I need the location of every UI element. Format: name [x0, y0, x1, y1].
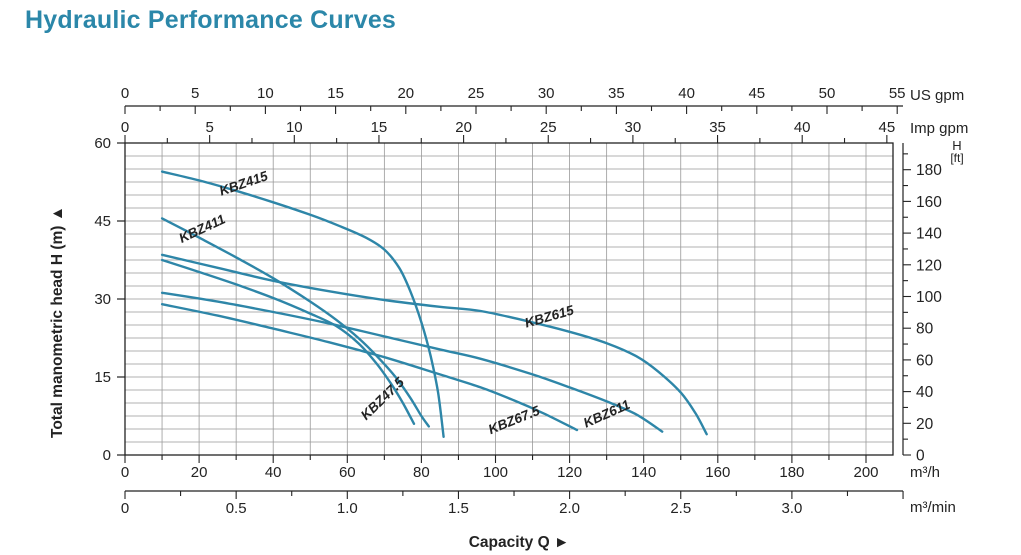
- svg-text:0: 0: [121, 464, 129, 481]
- svg-text:55: 55: [889, 85, 906, 102]
- page-title: Hydraulic Performance Curves: [25, 6, 397, 34]
- curve-KBZ415: [160, 170, 445, 438]
- svg-text:100: 100: [483, 464, 508, 481]
- svg-text:40: 40: [916, 384, 934, 401]
- svg-text:5: 5: [191, 85, 199, 102]
- svg-text:H: H: [952, 138, 961, 153]
- axis-m3h: 0 20 40 60 80 100 120 140 160 180 200 m³/h: [121, 455, 940, 481]
- svg-text:20: 20: [397, 85, 414, 102]
- svg-text:45: 45: [94, 213, 111, 230]
- svg-text:10: 10: [286, 119, 303, 136]
- svg-text:160: 160: [916, 194, 942, 211]
- svg-text:25: 25: [468, 85, 485, 102]
- svg-text:160: 160: [705, 464, 730, 481]
- x-axis-title: Capacity Q ►: [469, 534, 570, 551]
- svg-text:45: 45: [879, 119, 896, 136]
- axis-right-ft: 0 20 40 60 80 100 120 140 160 180 H[ft]: [902, 138, 964, 465]
- svg-text:45: 45: [748, 85, 765, 102]
- svg-text:35: 35: [608, 85, 625, 102]
- svg-text:Total manometric head H (m): Total manometric head H (m) ▲: [49, 206, 66, 438]
- svg-text:20: 20: [916, 416, 934, 433]
- svg-text:30: 30: [538, 85, 555, 102]
- svg-text:200: 200: [853, 464, 878, 481]
- svg-text:60: 60: [94, 135, 111, 152]
- svg-text:180: 180: [916, 162, 942, 179]
- svg-text:140: 140: [916, 226, 942, 243]
- axis-imp-gpm: 0 5 10 15 20 25 30 35 40 45 Imp gpm: [121, 119, 968, 143]
- svg-text:40: 40: [678, 85, 695, 102]
- svg-text:US gpm: US gpm: [910, 87, 964, 104]
- svg-text:0: 0: [121, 500, 129, 517]
- curve-label-KBZ67.5: KBZ67.5: [486, 403, 542, 437]
- svg-text:100: 100: [916, 289, 942, 306]
- svg-text:[ft]: [ft]: [950, 151, 963, 165]
- svg-text:60: 60: [916, 352, 934, 369]
- svg-text:30: 30: [625, 119, 642, 136]
- svg-text:0: 0: [121, 119, 129, 136]
- svg-text:0.5: 0.5: [226, 500, 247, 517]
- y-axis-title: Total manometric head H (m) ▲: [49, 206, 66, 438]
- curve-KBZ611: [160, 291, 664, 433]
- svg-text:80: 80: [916, 321, 934, 338]
- svg-text:20: 20: [191, 464, 208, 481]
- axis-us-gpm: 0 5 10 15 20 25 30 35 40 45 50 55 US gpm: [121, 85, 964, 114]
- svg-text:40: 40: [265, 464, 282, 481]
- svg-text:3.0: 3.0: [781, 500, 802, 517]
- svg-text:120: 120: [557, 464, 582, 481]
- svg-text:1.0: 1.0: [337, 500, 358, 517]
- svg-text:2.0: 2.0: [559, 500, 580, 517]
- svg-text:Capacity Q ►: Capacity Q ►: [469, 534, 570, 551]
- svg-text:15: 15: [371, 119, 388, 136]
- svg-text:1.5: 1.5: [448, 500, 469, 517]
- svg-text:25: 25: [540, 119, 557, 136]
- svg-text:60: 60: [339, 464, 356, 481]
- axis-m3min: 0 0.5 1.0 1.5 2.0 2.5 3.0 m³/min: [121, 490, 956, 517]
- svg-text:30: 30: [94, 291, 111, 308]
- svg-text:m³/h: m³/h: [910, 464, 940, 481]
- svg-text:5: 5: [205, 119, 213, 136]
- svg-text:15: 15: [94, 369, 111, 386]
- curves: [160, 170, 708, 438]
- svg-text:0: 0: [103, 447, 111, 464]
- svg-text:120: 120: [916, 257, 942, 274]
- svg-text:35: 35: [709, 119, 726, 136]
- svg-text:0: 0: [121, 85, 129, 102]
- svg-text:10: 10: [257, 85, 274, 102]
- svg-text:m³/min: m³/min: [910, 499, 956, 516]
- svg-text:50: 50: [819, 85, 836, 102]
- svg-text:20: 20: [455, 119, 472, 136]
- curve-KBZ615: [160, 253, 708, 436]
- svg-text:80: 80: [413, 464, 430, 481]
- curve-KBZ67.5: [160, 303, 579, 432]
- svg-text:0: 0: [916, 448, 925, 465]
- svg-text:Imp gpm: Imp gpm: [910, 120, 968, 137]
- curve-label-KBZ411: KBZ411: [177, 211, 228, 245]
- axis-left-m: 0 15 30 45 60: [94, 135, 125, 464]
- svg-text:40: 40: [794, 119, 811, 136]
- svg-text:2.5: 2.5: [670, 500, 691, 517]
- svg-text:180: 180: [779, 464, 804, 481]
- svg-text:15: 15: [327, 85, 344, 102]
- svg-text:140: 140: [631, 464, 656, 481]
